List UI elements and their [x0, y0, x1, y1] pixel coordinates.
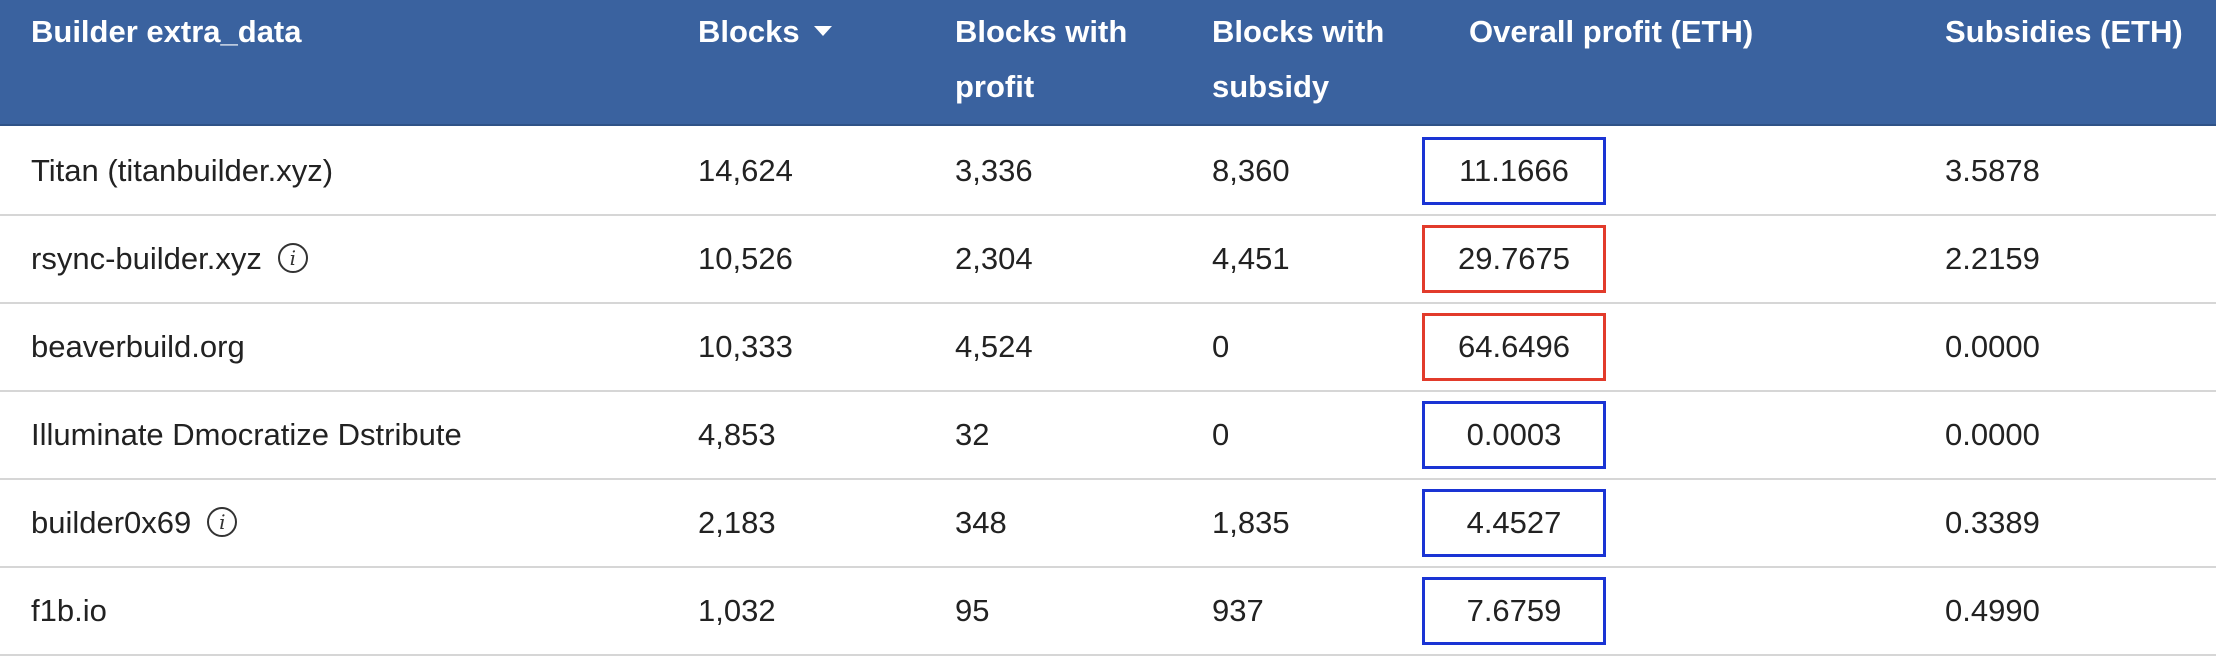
- cell-builder: f1b.io: [31, 568, 107, 654]
- cell-blocks-with-profit: 95: [955, 568, 989, 654]
- cell-builder: beaverbuild.org: [31, 304, 245, 390]
- cell-blocks-with-subsidy: 0: [1212, 392, 1229, 478]
- cell-builder: Titan (titanbuilder.xyz): [31, 128, 333, 214]
- cell-blocks-with-profit: 348: [955, 480, 1007, 566]
- column-header-overall-profit[interactable]: Overall profit (ETH): [1469, 4, 1753, 59]
- table-row[interactable]: Titan (titanbuilder.xyz) 14,624 3,336 8,360…: [0, 128, 2216, 216]
- cell-blocks-value: 2,183: [698, 505, 776, 540]
- table-row[interactable]: rsync-builder.xyz i 10,526 2,304 4,451 29.767…: [0, 216, 2216, 304]
- cell-blocks-value: 10,526: [698, 241, 793, 276]
- cell-blocks: 10,333: [698, 304, 793, 390]
- cell-blocks-with-profit-value: 348: [955, 505, 1007, 540]
- cell-blocks-with-profit: 4,524: [955, 304, 1033, 390]
- cell-blocks: 2,183: [698, 480, 776, 566]
- cell-blocks: 10,526: [698, 216, 793, 302]
- column-header-blocks[interactable]: Blocks: [698, 4, 832, 59]
- info-icon[interactable]: i: [207, 506, 238, 537]
- column-header-blocks-with-subsidy[interactable]: Blocks with subsidy: [1212, 4, 1384, 114]
- column-header-blocks-with-profit-line2: profit: [955, 69, 1035, 104]
- table-row[interactable]: Illuminate Dmocratize Dstribute 4,853 32 0 0…: [0, 392, 2216, 480]
- cell-blocks-with-profit-value: 3,336: [955, 153, 1033, 188]
- cell-blocks-with-subsidy-value: 1,835: [1212, 505, 1290, 540]
- cell-blocks-with-subsidy-value: 0: [1212, 329, 1230, 364]
- cell-subsidies-value: 0.0000: [1945, 329, 2040, 364]
- cell-blocks-with-profit-value: 2,304: [955, 241, 1033, 276]
- cell-builder: Illuminate Dmocratize Dstribute: [31, 392, 462, 478]
- cell-overall-profit-highlight-red: 64.6496: [1422, 313, 1606, 381]
- cell-subsidies: 0.0000: [1945, 392, 2040, 478]
- cell-builder-value: f1b.io: [31, 593, 107, 628]
- cell-subsidies: 2.2159: [1945, 216, 2040, 302]
- column-header-subsidies[interactable]: Subsidies (ETH): [1945, 4, 2183, 59]
- column-header-builder[interactable]: Builder extra_data: [31, 4, 302, 59]
- cell-subsidies: 0.4990: [1945, 568, 2040, 654]
- cell-blocks: 14,624: [698, 128, 793, 214]
- cell-blocks: 1,032: [698, 568, 776, 654]
- column-header-blocks-with-subsidy-line1: Blocks with: [1212, 14, 1385, 49]
- cell-blocks-with-subsidy-value: 937: [1212, 593, 1264, 628]
- cell-blocks-with-subsidy-value: 4,451: [1212, 241, 1290, 276]
- cell-overall-profit-highlight-blue: 0.0003: [1422, 401, 1606, 469]
- column-header-builder-label: Builder extra_data: [31, 14, 302, 49]
- column-header-blocks-with-subsidy-line2: subsidy: [1212, 69, 1330, 104]
- cell-blocks-with-subsidy: 4,451: [1212, 216, 1290, 302]
- info-icon[interactable]: i: [277, 242, 308, 273]
- cell-overall-profit-highlight-blue: 11.1666: [1422, 137, 1606, 205]
- cell-blocks-with-subsidy: 937: [1212, 568, 1264, 654]
- cell-blocks-with-subsidy: 1,835: [1212, 480, 1290, 566]
- cell-blocks-with-profit: 3,336: [955, 128, 1033, 214]
- cell-subsidies: 0.0000: [1945, 304, 2040, 390]
- cell-builder-value: builder0x69: [31, 505, 192, 540]
- table-row[interactable]: builder0x69 i 2,183 348 1,835 4.4527 0.3389: [0, 480, 2216, 568]
- cell-blocks-with-subsidy-value: 0: [1212, 417, 1230, 452]
- cell-overall-profit-highlight-blue: 4.4527: [1422, 489, 1606, 557]
- cell-builder-value: Titan (titanbuilder.xyz): [31, 153, 334, 188]
- cell-blocks-with-profit-value: 4,524: [955, 329, 1033, 364]
- cell-blocks-with-profit: 32: [955, 392, 989, 478]
- cell-blocks-value: 4,853: [698, 417, 776, 452]
- cell-builder: builder0x69 i: [31, 480, 238, 566]
- cell-blocks-with-profit-value: 95: [955, 593, 990, 628]
- cell-builder-value: beaverbuild.org: [31, 329, 245, 364]
- cell-blocks-value: 10,333: [698, 329, 793, 364]
- cell-subsidies-value: 3.5878: [1945, 153, 2040, 188]
- cell-blocks-with-subsidy: 0: [1212, 304, 1229, 390]
- table-row[interactable]: beaverbuild.org 10,333 4,524 0 64.6496 0.0000: [0, 304, 2216, 392]
- column-header-blocks-label: Blocks: [698, 14, 800, 49]
- cell-overall-profit-highlight-red: 29.7675: [1422, 225, 1606, 293]
- table-row[interactable]: f1b.io 1,032 95 937 7.6759 0.4990: [0, 568, 2216, 656]
- cell-subsidies: 0.3389: [1945, 480, 2040, 566]
- column-header-blocks-with-profit-line1: Blocks with: [955, 14, 1128, 49]
- cell-blocks-value: 1,032: [698, 593, 776, 628]
- cell-overall-profit-highlight-blue: 7.6759: [1422, 577, 1606, 645]
- cell-subsidies-value: 2.2159: [1945, 241, 2040, 276]
- cell-blocks: 4,853: [698, 392, 776, 478]
- sort-down-caret-icon: [813, 25, 832, 36]
- cell-blocks-with-profit-value: 32: [955, 417, 990, 452]
- cell-blocks-with-subsidy-value: 8,360: [1212, 153, 1290, 188]
- cell-subsidies-value: 0.3389: [1945, 505, 2040, 540]
- column-header-blocks-with-profit[interactable]: Blocks with profit: [955, 4, 1127, 114]
- cell-builder-value: rsync-builder.xyz: [31, 241, 262, 276]
- cell-subsidies-value: 0.4990: [1945, 593, 2040, 628]
- cell-builder-value: Illuminate Dmocratize Dstribute: [31, 417, 462, 452]
- column-header-overall-profit-label: Overall profit (ETH): [1469, 14, 1754, 49]
- cell-builder: rsync-builder.xyz i: [31, 216, 308, 302]
- cell-subsidies-value: 0.0000: [1945, 417, 2040, 452]
- column-header-subsidies-label: Subsidies (ETH): [1945, 14, 2183, 49]
- cell-blocks-value: 14,624: [698, 153, 793, 188]
- table-header: Builder extra_data Blocks Blocks with pro…: [0, 0, 2216, 126]
- cell-blocks-with-subsidy: 8,360: [1212, 128, 1290, 214]
- cell-blocks-with-profit: 2,304: [955, 216, 1033, 302]
- cell-subsidies: 3.5878: [1945, 128, 2040, 214]
